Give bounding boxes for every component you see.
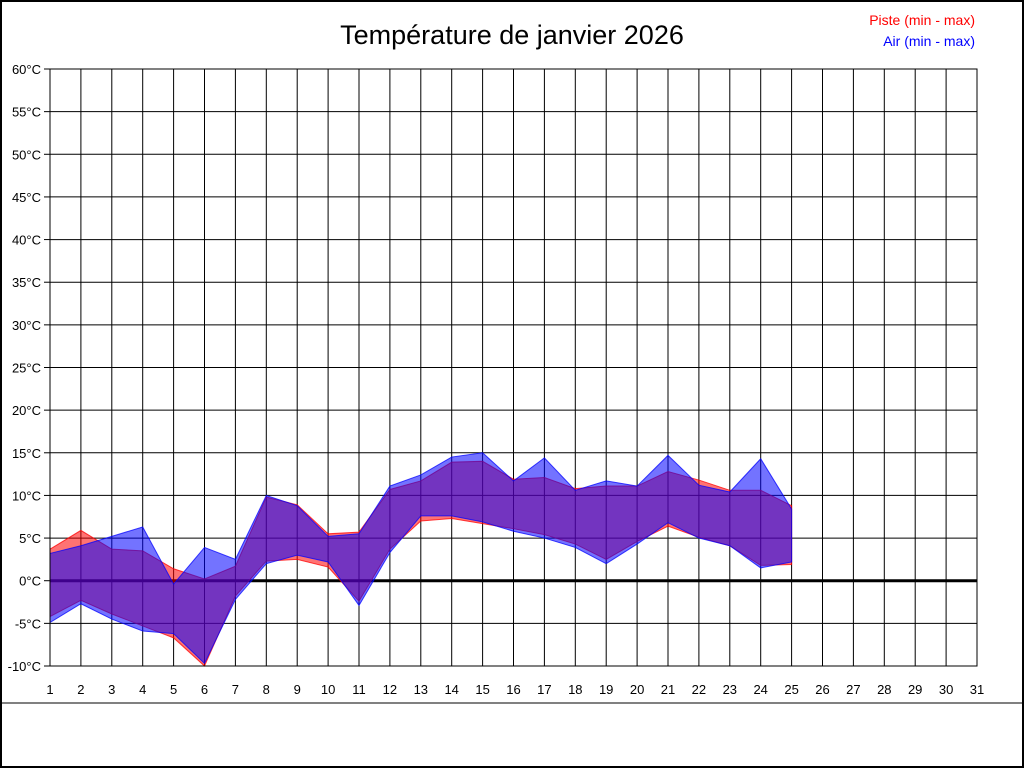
x-tick-label: 1	[46, 682, 53, 697]
chart-title: Température de janvier 2026	[340, 20, 684, 50]
y-tick-label: 25°C	[12, 361, 41, 376]
y-tick-label: 0°C	[19, 574, 41, 589]
x-tick-label: 25	[784, 682, 798, 697]
x-tick-label: 19	[599, 682, 613, 697]
x-tick-label: 23	[723, 682, 737, 697]
y-tick-label: 45°C	[12, 190, 41, 205]
x-tick-label: 14	[444, 682, 458, 697]
y-tick-label: 40°C	[12, 233, 41, 248]
x-tick-label: 3	[108, 682, 115, 697]
x-tick-label: 26	[815, 682, 829, 697]
x-tick-label: 16	[506, 682, 520, 697]
legend-item-air: Air (min - max)	[883, 33, 975, 49]
chart-legend: Piste (min - max) Air (min - max)	[869, 10, 975, 52]
x-tick-label: 18	[568, 682, 582, 697]
x-tick-label: 24	[753, 682, 767, 697]
y-tick-label: 30°C	[12, 318, 41, 333]
x-tick-label: 29	[908, 682, 922, 697]
y-tick-label: 50°C	[12, 147, 41, 162]
air-minmax-band	[49, 452, 793, 665]
x-tick-label: 12	[383, 682, 397, 697]
x-tick-label: 30	[939, 682, 953, 697]
x-tick-label: 27	[846, 682, 860, 697]
x-tick-label: 28	[877, 682, 891, 697]
x-tick-label: 31	[970, 682, 984, 697]
x-tick-label: 6	[201, 682, 208, 697]
x-tick-label: 15	[475, 682, 489, 697]
y-tick-label: 60°C	[12, 62, 41, 77]
y-tick-label: -10°C	[8, 659, 41, 674]
x-tick-label: 7	[232, 682, 239, 697]
x-tick-label: 20	[630, 682, 644, 697]
y-tick-label: 15°C	[12, 446, 41, 461]
plot-border	[49, 68, 978, 667]
x-tick-label: 5	[170, 682, 177, 697]
x-tick-label: 13	[414, 682, 428, 697]
x-tick-label: 10	[321, 682, 335, 697]
y-tick-label: 35°C	[12, 275, 41, 290]
x-tick-label: 9	[294, 682, 301, 697]
y-tick-label: 10°C	[12, 488, 41, 503]
x-tick-label: 22	[692, 682, 706, 697]
y-tick-label: 55°C	[12, 105, 41, 120]
y-tick-label: 5°C	[19, 531, 41, 546]
x-tick-label: 21	[661, 682, 675, 697]
x-tick-label: 4	[139, 682, 146, 697]
y-tick-label: 20°C	[12, 403, 41, 418]
y-tick-label: -5°C	[15, 616, 41, 631]
legend-item-piste: Piste (min - max)	[869, 12, 975, 28]
x-tick-label: 17	[537, 682, 551, 697]
x-tick-label: 8	[263, 682, 270, 697]
x-tick-label: 11	[352, 682, 366, 697]
x-tick-label: 2	[77, 682, 84, 697]
